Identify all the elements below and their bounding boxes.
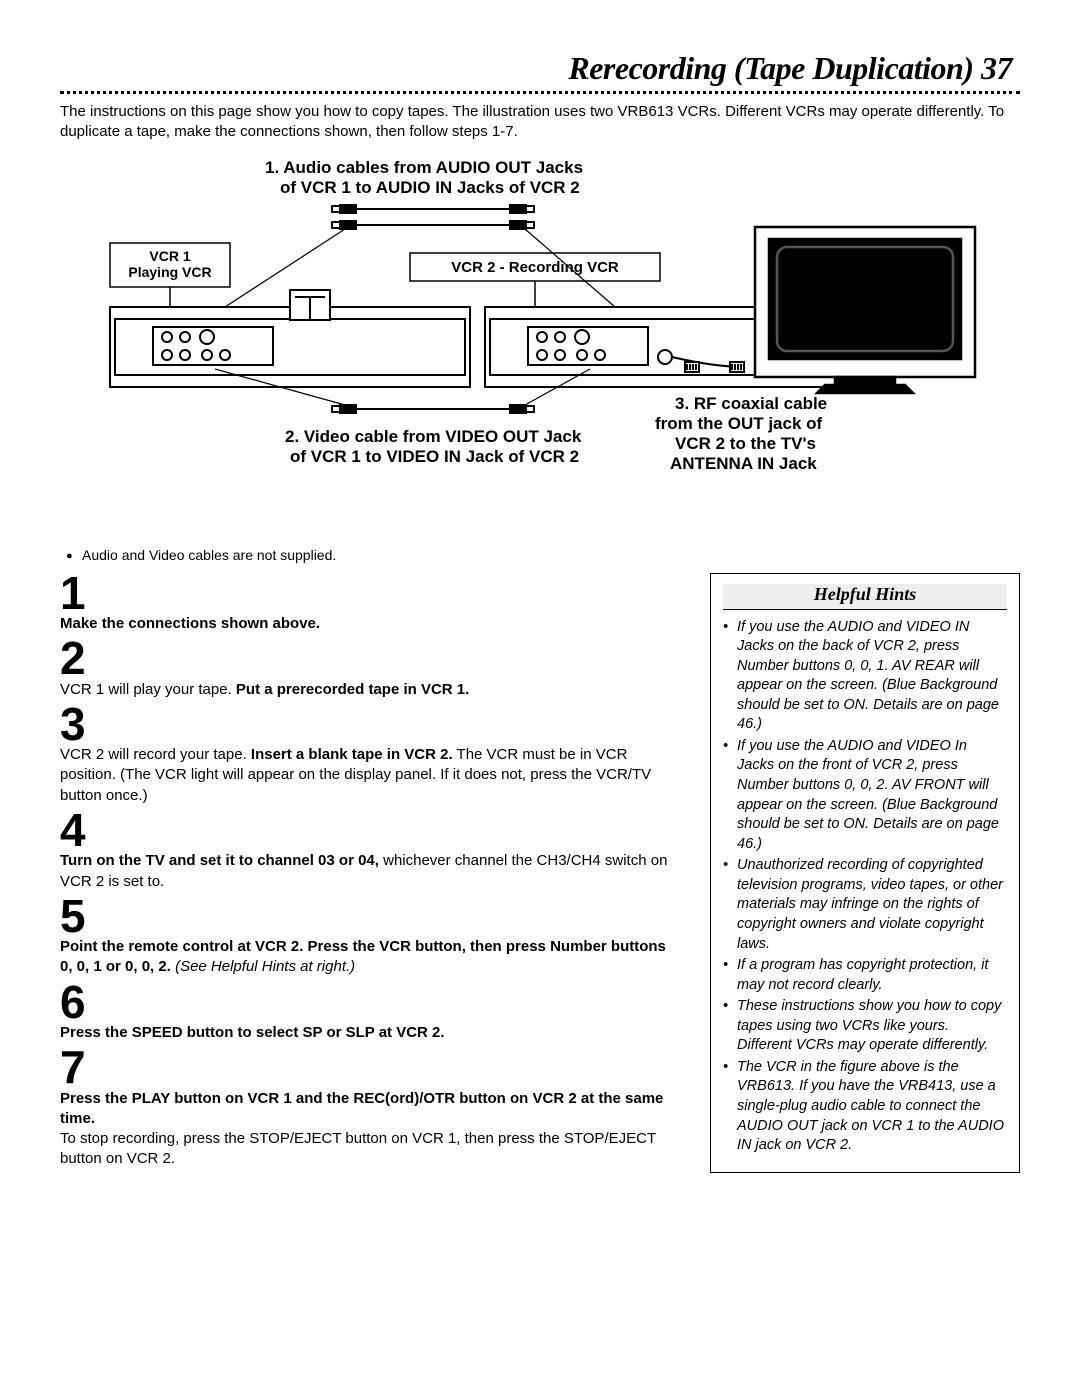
hint-item: Unauthorized recording of copyrighted te…	[723, 856, 1007, 954]
hint-item: The VCR in the figure above is the VRB61…	[723, 1058, 1007, 1156]
hint-item: If you use the AUDIO and VIDEO In Jacks …	[723, 737, 1007, 854]
step-2-text-b: Put a prerecorded tape in VCR 1.	[236, 681, 469, 698]
hint-item: These instructions show you how to copy …	[723, 997, 1007, 1056]
connection-diagram: 1. Audio cables from AUDIO OUT Jacks of …	[60, 157, 1020, 537]
title-rule	[60, 91, 1020, 94]
supply-note: Audio and Video cables are not supplied.	[60, 547, 1020, 563]
diagram-label-2a: 2. Video cable from VIDEO OUT Jack	[285, 427, 582, 446]
vcr1-label-box: VCR 1 Playing VCR	[110, 243, 230, 307]
audio-cable-icon	[332, 205, 534, 229]
svg-text:Playing VCR: Playing VCR	[128, 264, 211, 280]
diagram-label-1b: of VCR 1 to AUDIO IN Jacks of VCR 2	[280, 178, 580, 197]
hints-list: If you use the AUDIO and VIDEO IN Jacks …	[723, 618, 1007, 1156]
diagram-label-2b: of VCR 1 to VIDEO IN Jack of VCR 2	[290, 447, 579, 466]
step-5-text-b: Point the remote control at VCR 2. Press…	[60, 938, 666, 975]
vcr1-body	[110, 290, 470, 387]
step-7-text-b: Press the PLAY button on VCR 1 and the R…	[60, 1090, 663, 1127]
step-2-text-a: VCR 1 will play your tape.	[60, 681, 236, 698]
tv-icon	[755, 227, 975, 393]
step-6-text-b: Press the SPEED button to select SP or S…	[60, 1024, 445, 1041]
diagram-label-3b: from the OUT jack of	[655, 414, 823, 433]
step-number-3: 3	[60, 704, 670, 745]
intro-text: The instructions on this page show you h…	[60, 102, 1020, 143]
step-number-7: 7	[60, 1047, 670, 1088]
page-title: Rerecording (Tape Duplication) 37	[60, 50, 1020, 87]
step-number-6: 6	[60, 982, 670, 1023]
steps-column: 1 Make the connections shown above. 2 VC…	[60, 573, 670, 1174]
hint-item: If you use the AUDIO and VIDEO IN Jacks …	[723, 618, 1007, 735]
step-3-text-b: Insert a blank tape in VCR 2.	[251, 746, 453, 763]
step-5-text-c: (See Helpful Hints at right.)	[171, 958, 355, 975]
helpful-hints-box: Helpful Hints If you use the AUDIO and V…	[710, 573, 1020, 1173]
step-number-5: 5	[60, 896, 670, 937]
diagram-label-3a: 3. RF coaxial cable	[675, 394, 827, 413]
step-number-4: 4	[60, 810, 670, 851]
step-7-text-c: To stop recording, press the STOP/EJECT …	[60, 1130, 656, 1167]
step-4-text-b: Turn on the TV and set it to channel 03 …	[60, 852, 379, 869]
diagram-label-3d: ANTENNA IN Jack	[670, 454, 817, 473]
hints-title: Helpful Hints	[723, 584, 1007, 610]
step-3-text-a: VCR 2 will record your tape.	[60, 746, 251, 763]
step-number-1: 1	[60, 573, 670, 614]
diagram-label-3c: VCR 2 to the TV's	[675, 434, 816, 453]
step-1-text: Make the connections shown above.	[60, 615, 320, 632]
vcr2-label-box: VCR 2 - Recording VCR	[410, 253, 660, 307]
diagram-label-1a: 1. Audio cables from AUDIO OUT Jacks	[265, 158, 583, 177]
svg-text:VCR 1: VCR 1	[149, 248, 190, 264]
hint-item: If a program has copyright protection, i…	[723, 956, 1007, 995]
step-number-2: 2	[60, 638, 670, 679]
svg-text:VCR 2 - Recording VCR: VCR 2 - Recording VCR	[451, 259, 619, 276]
